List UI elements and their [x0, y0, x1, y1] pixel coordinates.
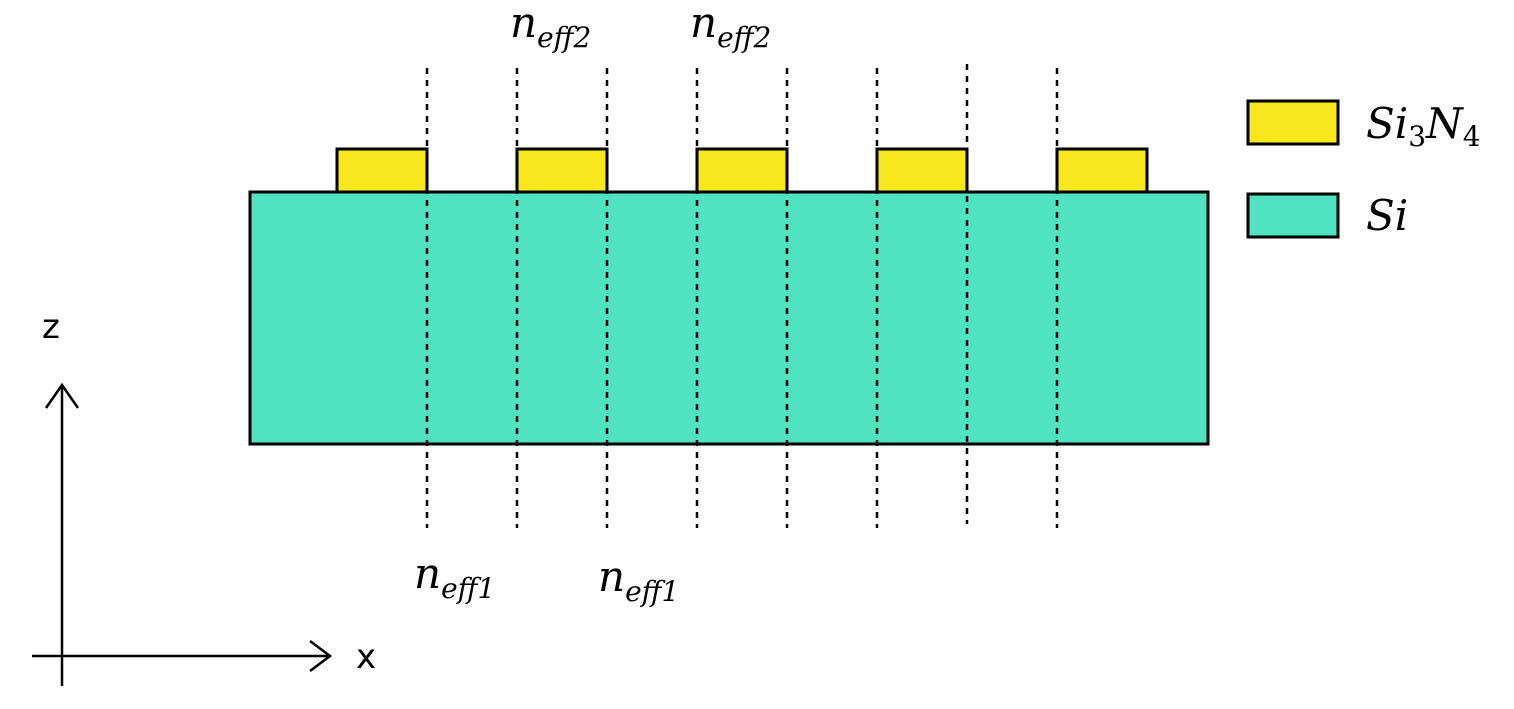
- legend-swatch-si: [1246, 192, 1340, 239]
- grating-bar: [875, 147, 969, 194]
- si-substrate: [248, 190, 1210, 446]
- z-axis-label: z: [42, 307, 60, 347]
- legend-label-si: Si: [1366, 191, 1408, 240]
- z-axis-arrowhead: [44, 382, 80, 409]
- axes: [32, 382, 333, 686]
- x-axis-arrowhead: [309, 640, 333, 672]
- legend: Si3N4 Si: [1246, 99, 1481, 240]
- label-neff1-2: neff1: [598, 552, 679, 608]
- region-boundaries: [425, 64, 1059, 528]
- label-neff1-1: neff1: [414, 549, 495, 605]
- legend-swatch-si3n4: [1246, 99, 1340, 146]
- grating-bar: [1055, 147, 1149, 194]
- grating-bar: [515, 147, 609, 194]
- grating-bar: [695, 147, 789, 194]
- si3n4-grating: [335, 147, 1149, 194]
- x-axis-label: x: [356, 637, 376, 677]
- label-neff2-1: neff2: [510, 0, 591, 54]
- label-neff2-2: neff2: [690, 0, 771, 54]
- grating-bar: [335, 147, 429, 194]
- legend-label-si3n4: Si3N4: [1366, 99, 1481, 153]
